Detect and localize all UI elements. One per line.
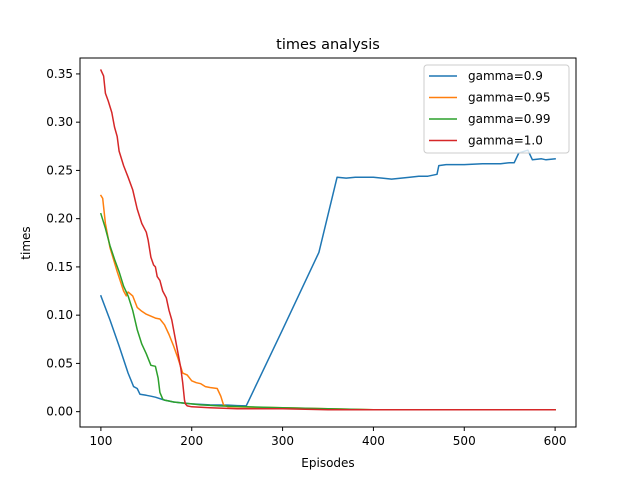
x-tick-label: 400 xyxy=(362,434,385,448)
series-line-1 xyxy=(99,194,556,411)
y-tick-label: 0.05 xyxy=(46,356,73,370)
legend-label-1: gamma=0.95 xyxy=(468,91,550,105)
x-tick-label: 200 xyxy=(180,434,203,448)
x-tick-label: 100 xyxy=(89,434,112,448)
x-tick-label: 500 xyxy=(453,434,476,448)
y-tick-label: 0.30 xyxy=(46,115,73,129)
legend-label-2: gamma=0.99 xyxy=(468,112,550,126)
legend-label-3: gamma=1.0 xyxy=(468,134,543,148)
series-line-2 xyxy=(99,212,556,411)
y-axis-label: times xyxy=(19,226,33,259)
y-tick-label: 0.00 xyxy=(46,405,73,419)
y-tick-label: 0.10 xyxy=(46,308,73,322)
y-axis-ticks: 0.00 0.05 0.10 0.15 0.20 0.25 0.30 0.35 xyxy=(46,67,80,419)
y-tick-label: 0.35 xyxy=(46,67,73,81)
legend-label-0: gamma=0.9 xyxy=(468,69,543,83)
x-axis-label: Episodes xyxy=(301,456,354,470)
y-tick-label: 0.15 xyxy=(46,260,73,274)
legend-box xyxy=(423,64,570,154)
y-tick-label: 0.20 xyxy=(46,212,73,226)
chart-title: times analysis xyxy=(276,37,380,53)
series-line-3 xyxy=(99,69,556,411)
y-tick-label: 0.25 xyxy=(46,163,73,177)
plot-series xyxy=(99,69,556,411)
x-tick-label: 600 xyxy=(544,434,567,448)
x-axis-ticks: 100 200 300 400 500 600 xyxy=(89,427,567,448)
legend: gamma=0.9 gamma=0.95 gamma=0.99 gamma=1.0 xyxy=(423,64,570,154)
x-tick-label: 300 xyxy=(271,434,294,448)
series-line-0 xyxy=(99,149,556,407)
plot-frame xyxy=(79,57,577,428)
